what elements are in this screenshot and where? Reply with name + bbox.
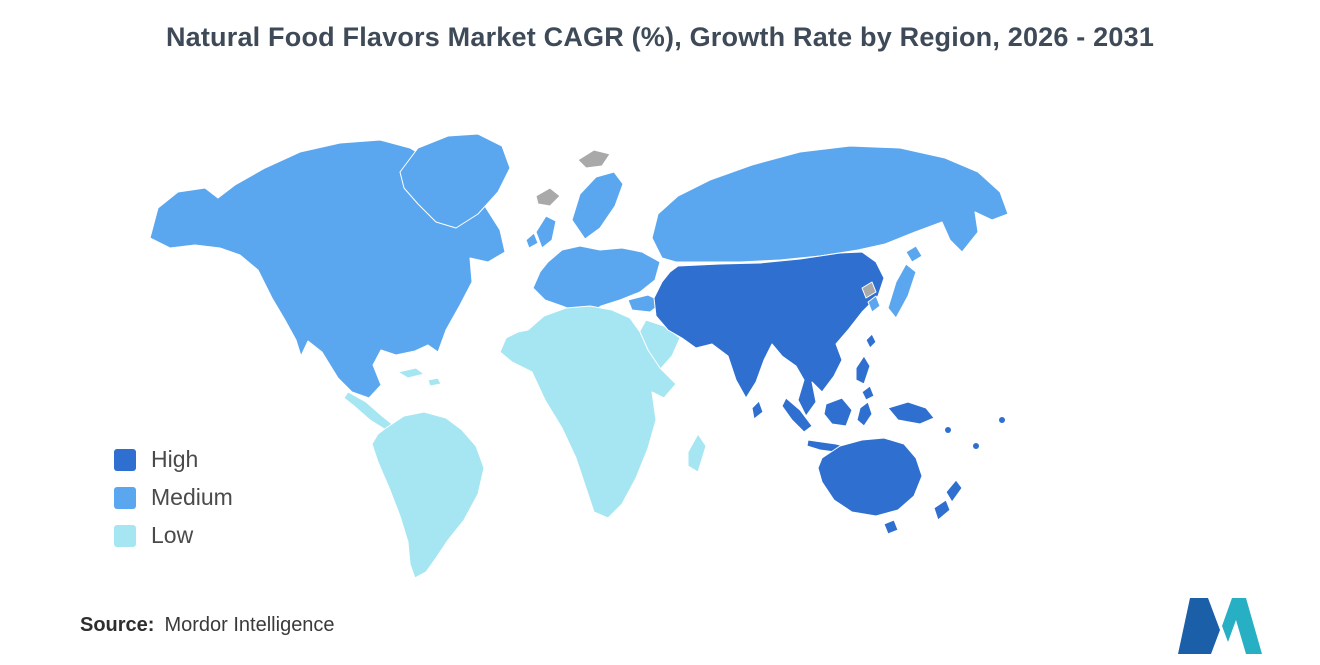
source-label: Source: (80, 614, 155, 636)
mordor-intelligence-logo (1178, 598, 1262, 654)
region-tasmania (883, 519, 899, 535)
region-australia (817, 437, 923, 517)
region-pacific-island-dot (999, 417, 1005, 423)
region-svalbard (577, 149, 611, 169)
region-north-korea (861, 281, 877, 299)
region-north-america (149, 139, 506, 399)
region-cuba (397, 367, 425, 379)
region-united-kingdom (535, 215, 557, 249)
legend-item-medium: Medium (114, 486, 233, 509)
region-madagascar (687, 433, 707, 473)
region-sri-lanka (751, 400, 764, 420)
legend-swatch-high (114, 448, 136, 471)
region-borneo (823, 397, 853, 427)
region-europe-mainland (532, 245, 661, 315)
region-pacific-island-dot (973, 443, 979, 449)
region-greenland (399, 133, 511, 229)
legend-label-medium: Medium (151, 484, 233, 510)
region-sumatra (781, 397, 813, 433)
region-new-zealand-north (945, 479, 963, 503)
region-iceland (535, 187, 561, 207)
source-value: Mordor Intelligence (164, 614, 335, 636)
region-russia (651, 145, 1009, 263)
region-africa (499, 305, 677, 519)
legend-item-low: Low (114, 524, 233, 547)
legend-swatch-medium (114, 486, 136, 509)
legend: High Medium Low (114, 448, 233, 547)
region-new-guinea (887, 401, 935, 425)
region-mindanao (861, 385, 875, 401)
legend-label-low: Low (151, 522, 194, 548)
source-line: Source: Mordor Intelligence (80, 614, 335, 637)
region-scandinavia (571, 171, 624, 240)
region-hokkaido (905, 245, 923, 263)
legend-swatch-low (114, 524, 136, 547)
region-japan (887, 263, 917, 319)
region-sulawesi (856, 401, 873, 427)
region-hispaniola (427, 377, 442, 387)
region-philippines (855, 355, 871, 385)
chart-title: Natural Food Flavors Market CAGR (%), Gr… (165, 22, 1155, 52)
region-pacific-island-dot (945, 427, 951, 433)
region-taiwan (865, 333, 877, 349)
region-south-korea (867, 295, 881, 313)
region-south-america (371, 411, 485, 579)
legend-item-high: High (114, 448, 233, 471)
region-new-zealand-south (933, 499, 951, 521)
logo-right-stroke (1222, 598, 1262, 654)
region-ireland (525, 232, 539, 249)
logo-left-stroke (1178, 598, 1220, 654)
legend-label-high: High (151, 446, 199, 472)
region-asia-pacific-mainland (653, 251, 885, 417)
